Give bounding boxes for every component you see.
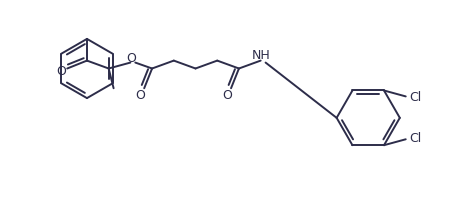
Text: O: O	[56, 65, 66, 78]
Text: O: O	[136, 89, 145, 102]
Text: Cl: Cl	[409, 91, 422, 104]
Text: Cl: Cl	[409, 132, 422, 145]
Text: NH: NH	[251, 49, 270, 62]
Text: O: O	[127, 52, 136, 65]
Text: O: O	[222, 89, 232, 102]
